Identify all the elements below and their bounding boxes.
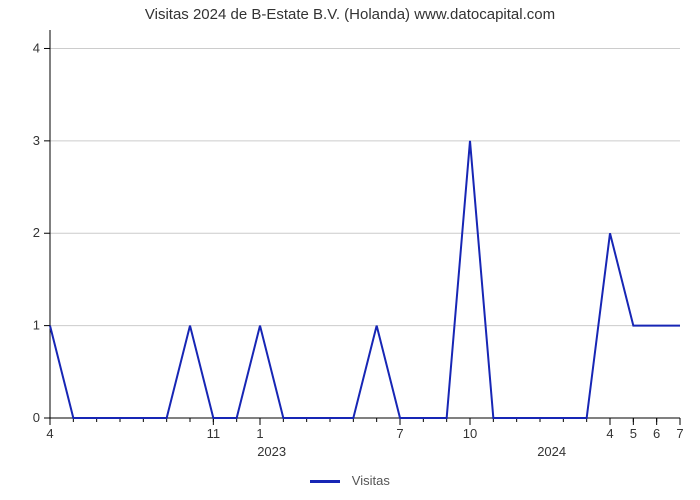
svg-text:5: 5 — [630, 426, 637, 441]
legend: Visitas — [0, 473, 700, 488]
svg-text:11: 11 — [207, 426, 221, 441]
legend-swatch — [310, 480, 340, 483]
svg-text:2024: 2024 — [537, 444, 566, 459]
svg-text:2023: 2023 — [257, 444, 286, 459]
svg-text:4: 4 — [46, 426, 53, 441]
svg-text:7: 7 — [676, 426, 683, 441]
svg-text:1: 1 — [256, 426, 263, 441]
svg-text:4: 4 — [33, 40, 40, 55]
svg-text:2: 2 — [33, 225, 40, 240]
svg-text:0: 0 — [33, 410, 40, 425]
svg-text:6: 6 — [653, 426, 660, 441]
svg-text:3: 3 — [33, 133, 40, 148]
svg-text:10: 10 — [463, 426, 477, 441]
svg-text:1: 1 — [33, 318, 40, 333]
svg-text:7: 7 — [396, 426, 403, 441]
chart-title: Visitas 2024 de B-Estate B.V. (Holanda) … — [0, 6, 700, 23]
line-chart: 012344111710456720232024 — [0, 0, 700, 500]
svg-text:4: 4 — [606, 426, 613, 441]
legend-label: Visitas — [352, 473, 390, 488]
chart-container: Visitas 2024 de B-Estate B.V. (Holanda) … — [0, 0, 700, 500]
